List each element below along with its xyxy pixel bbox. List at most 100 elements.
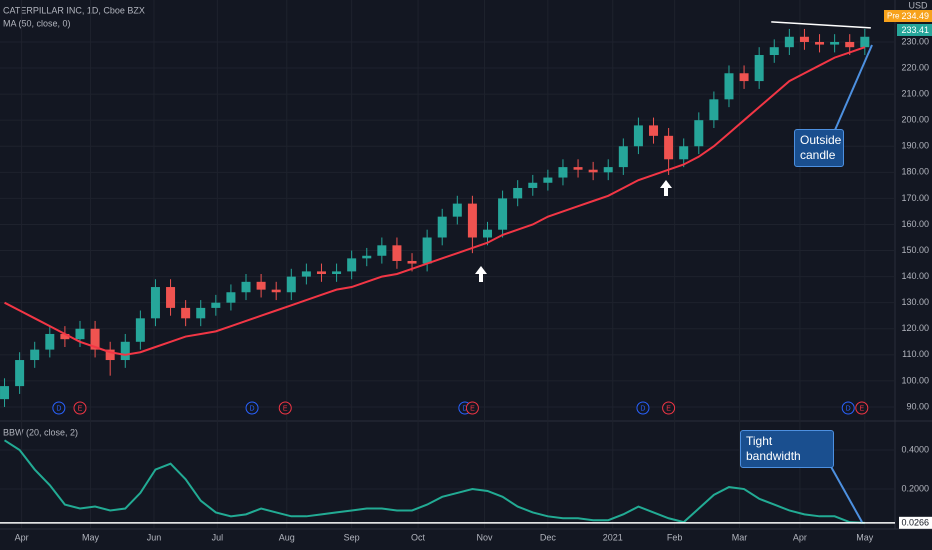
- event-label: D: [56, 405, 61, 412]
- event-marker: [73, 401, 87, 415]
- candle-body: [60, 333, 70, 340]
- candle-body: [649, 125, 659, 136]
- candle-body: [0, 386, 10, 400]
- price-label: 234.49: [901, 11, 929, 21]
- y-tick-label: 100.00: [901, 375, 929, 385]
- candle-body: [573, 167, 583, 170]
- candle-body: [332, 271, 342, 275]
- candle-body: [513, 187, 523, 199]
- x-tick-label: Mar: [732, 532, 748, 542]
- candle-body: [407, 260, 417, 264]
- candle-body: [437, 216, 447, 238]
- candle-body: [301, 271, 311, 277]
- candle-body: [241, 281, 251, 293]
- candle-body: [618, 146, 628, 168]
- candle-body: [150, 287, 160, 319]
- y-tick-label: 120.00: [901, 323, 929, 333]
- candle-body: [271, 289, 281, 293]
- y-tick-label: 190.00: [901, 141, 929, 151]
- candle-body: [196, 307, 206, 319]
- event-marker: [662, 401, 676, 415]
- candle-body: [120, 341, 130, 361]
- line-series: [3, 439, 865, 524]
- candle-body: [784, 36, 794, 48]
- x-tick-label: Aug: [279, 532, 295, 542]
- candle-body: [724, 73, 734, 100]
- event-label: D: [462, 405, 467, 412]
- event-marker: [855, 401, 869, 415]
- y-tick-label: 140.00: [901, 271, 929, 281]
- line-series: [4, 46, 866, 356]
- candle-body: [422, 237, 432, 264]
- candle-body: [664, 135, 674, 160]
- candle-body: [633, 125, 643, 147]
- x-tick-label: Feb: [667, 532, 683, 542]
- candle-body: [588, 169, 598, 173]
- y-tick-label: 90.00: [906, 401, 929, 411]
- event-label: E: [78, 405, 83, 412]
- event-marker: [245, 401, 259, 415]
- candle-body: [181, 307, 191, 319]
- candle-body: [543, 177, 553, 183]
- candle-body: [679, 146, 689, 160]
- candle-body: [815, 41, 825, 45]
- annotation: Outside candle: [794, 129, 844, 167]
- event-label: E: [666, 405, 671, 412]
- y-tick-label: 200.00: [901, 115, 929, 125]
- x-tick-label: May: [82, 532, 100, 542]
- x-tick-label: Oct: [411, 532, 426, 542]
- y-tick-label: 0.2000: [901, 483, 929, 493]
- up-arrow: [475, 266, 487, 282]
- candle-body: [105, 349, 115, 361]
- candle-body: [15, 360, 25, 387]
- x-tick-label: Jun: [147, 532, 162, 542]
- event-label: E: [859, 405, 864, 412]
- event-label: E: [470, 405, 475, 412]
- candle-body: [75, 328, 85, 340]
- event-marker: [278, 401, 292, 415]
- candle-body: [392, 245, 402, 261]
- candle-body: [362, 255, 372, 259]
- candle-body: [286, 276, 296, 293]
- candle-body: [166, 287, 176, 308]
- up-arrow: [660, 180, 672, 196]
- candle-body: [347, 258, 357, 272]
- event-label: D: [640, 405, 645, 412]
- candle-body: [90, 328, 100, 350]
- event-marker: [636, 401, 650, 415]
- y-tick-label: 180.00: [901, 167, 929, 177]
- x-tick-label: Dec: [540, 532, 557, 542]
- candle-body: [769, 47, 779, 56]
- value-label-bg: [899, 516, 932, 529]
- candle-body: [211, 302, 221, 308]
- candle-body: [528, 182, 538, 188]
- event-label: D: [846, 405, 851, 412]
- price-label: 233.41: [901, 25, 929, 35]
- price-label-bg: [897, 24, 932, 36]
- candle-body: [256, 281, 266, 290]
- candle-body: [377, 245, 387, 256]
- candle-body: [45, 333, 55, 350]
- candle-body: [226, 292, 236, 303]
- chart-title: CATERPILLAR INC, 1D, Cboe BZX: [3, 5, 145, 15]
- candle-body: [603, 167, 613, 173]
- y-tick-label: 210.00: [901, 88, 929, 98]
- unit-label: USD: [908, 0, 928, 10]
- pane-title: BBW (20, close, 2): [3, 427, 78, 437]
- event-label: D: [250, 405, 255, 412]
- x-tick-label: May: [856, 532, 874, 542]
- candle-body: [498, 198, 508, 230]
- event-label: E: [283, 405, 288, 412]
- candle-body: [845, 41, 855, 48]
- callout-pointer: [834, 44, 873, 131]
- event-marker: [52, 401, 66, 415]
- price-label: Pre: [887, 12, 900, 21]
- y-tick-label: 130.00: [901, 297, 929, 307]
- candle-body: [482, 229, 492, 238]
- candle-body: [799, 36, 809, 42]
- candle-body: [452, 203, 462, 217]
- y-tick-label: 150.00: [901, 245, 929, 255]
- y-tick-label: 0.4000: [901, 444, 929, 454]
